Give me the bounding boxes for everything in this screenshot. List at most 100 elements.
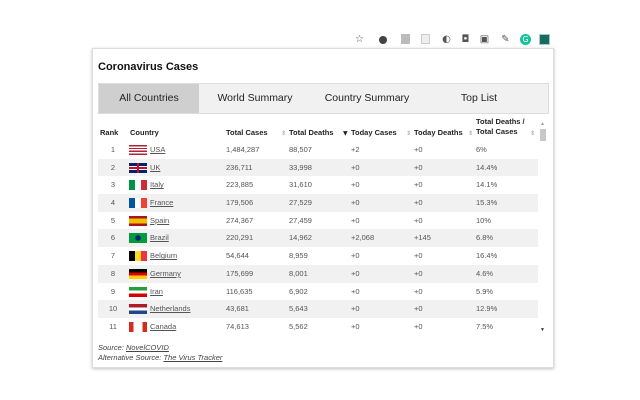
camera-icon[interactable]: ◘ <box>461 34 470 45</box>
cell-total-cases: 175,699 <box>226 268 254 278</box>
source-link[interactable]: NovelCOVID <box>125 343 169 352</box>
sort-desc-icon[interactable]: ▼ <box>343 130 348 137</box>
flag-nl-icon <box>129 304 147 315</box>
eyedropper-icon[interactable]: ✎ <box>501 34 510 45</box>
coronavirus-extension-icon[interactable] <box>539 34 550 45</box>
cell-ratio: 14.4% <box>476 162 498 172</box>
star-icon[interactable]: ☆ <box>355 34 364 45</box>
cell-total-deaths: 27,529 <box>289 198 312 208</box>
table-row[interactable]: 3 Italy 223,885 31,610 +0 +0 14.1% <box>98 176 538 194</box>
scrollbar-thumb[interactable] <box>540 129 546 141</box>
cell-ratio: 14.1% <box>476 180 498 190</box>
header-total-deaths[interactable]: Total Deaths <box>289 128 334 137</box>
table-row[interactable]: 9 Iran 116,635 6,902 +0 +0 5.9% <box>98 283 538 301</box>
table-row[interactable]: 4 France 179,506 27,529 +0 +0 15.3% <box>98 194 538 212</box>
cell-today-cases: +0 <box>351 162 360 172</box>
cell-total-cases: 43,681 <box>226 304 249 314</box>
header-rank[interactable]: Rank <box>100 128 119 137</box>
scrollbar[interactable]: ▲ ▼ <box>539 121 547 333</box>
flag-es-icon <box>129 215 147 226</box>
extension-sync-icon[interactable]: ◐ <box>442 34 451 45</box>
extension-b-icon[interactable]: ▣ <box>479 34 490 45</box>
rank: 5 <box>110 215 116 225</box>
tab-country-summary[interactable]: Country Summary <box>324 92 410 104</box>
flag-it-icon <box>129 180 147 191</box>
sort-icon[interactable]: ⇕ <box>406 130 412 137</box>
table-row[interactable]: 1 USA 1,484,287 88,507 +2 +0 6% <box>98 141 538 159</box>
header-total-cases[interactable]: Total Cases <box>226 128 268 137</box>
country-link[interactable]: Spain <box>150 215 170 225</box>
cell-today-cases: +0 <box>351 286 360 296</box>
tab-world-summary[interactable]: World Summary <box>217 92 293 104</box>
cell-today-deaths: +0 <box>414 268 423 278</box>
footer: Source: NovelCOVID Alternative Source: T… <box>98 343 222 363</box>
cell-today-cases: +2,068 <box>351 233 375 243</box>
country-link[interactable]: Iran <box>150 286 163 296</box>
country-link[interactable]: Canada <box>150 321 177 331</box>
rank: 10 <box>108 304 118 314</box>
sort-icon[interactable]: ⇕ <box>281 130 287 137</box>
extension-pdf-icon[interactable] <box>401 34 410 44</box>
rank: 9 <box>110 286 116 296</box>
extension-page-icon[interactable] <box>421 34 430 44</box>
country-link[interactable]: Germany <box>150 268 181 278</box>
table-row[interactable]: 5 Spain 274,367 27,459 +0 +0 10% <box>98 212 538 230</box>
country-link[interactable]: UK <box>150 162 161 172</box>
browser-toolbar: ☆ ◐ ◘ ▣ ✎ G <box>92 30 555 50</box>
table-row[interactable]: 11 Canada 74,613 5,562 +0 +0 7.5% <box>98 318 538 336</box>
cell-total-cases: 223,885 <box>226 180 254 190</box>
cell-total-deaths: 6,902 <box>289 286 308 296</box>
cell-total-deaths: 31,610 <box>289 180 312 190</box>
cell-ratio: 6.8% <box>476 233 494 243</box>
source-label: Source: <box>98 343 124 352</box>
country-link[interactable]: Brazil <box>150 233 169 243</box>
country-link[interactable]: USA <box>150 145 166 154</box>
extension-circle-icon[interactable] <box>379 36 387 44</box>
cell-today-cases: +0 <box>351 321 360 331</box>
cell-total-cases: 274,367 <box>226 215 254 225</box>
tab-top-list[interactable]: Top List <box>460 92 498 104</box>
cell-total-deaths: 88,507 <box>289 145 312 154</box>
country-link[interactable]: Italy <box>150 180 164 190</box>
table-row[interactable]: 10 Netherlands 43,681 5,643 +0 +0 12.9% <box>98 300 538 318</box>
cell-today-deaths: +0 <box>414 145 423 154</box>
header-ratio[interactable]: Total Deaths / Total Cases <box>476 117 525 137</box>
cell-ratio: 10% <box>476 215 492 225</box>
header-country[interactable]: Country <box>130 128 159 137</box>
table-row[interactable]: 7 Belgium 54,644 8,959 +0 +0 16.4% <box>98 247 538 265</box>
cell-today-cases: +0 <box>351 215 360 225</box>
country-link[interactable]: Netherlands <box>150 304 191 314</box>
header-ratio-line2: Total Cases <box>476 127 518 136</box>
cell-total-cases: 236,711 <box>226 162 253 172</box>
grammarly-icon[interactable]: G <box>520 34 531 45</box>
table-body: 1 USA 1,484,287 88,507 +2 +0 6% 2 UK 236,711 33,99… <box>98 141 538 336</box>
cell-today-deaths: +0 <box>414 215 423 225</box>
tab-all-countries[interactable]: All Countries <box>99 84 199 113</box>
table-row[interactable]: 2 UK 236,711 33,998 +0 +0 14.4% <box>98 158 538 177</box>
header-today-cases[interactable]: Today Cases <box>351 128 397 137</box>
rank: 6 <box>110 233 116 243</box>
flag-ir-icon <box>129 286 147 297</box>
sort-icon[interactable]: ⇕ <box>530 130 536 137</box>
scroll-up-icon[interactable]: ▲ <box>540 121 545 127</box>
cell-today-deaths: +0 <box>414 321 423 331</box>
table-row[interactable]: 8 Germany 175,699 8,001 +0 +0 4.6% <box>98 264 538 283</box>
cell-today-deaths: +0 <box>414 251 423 261</box>
rank: 11 <box>109 321 117 331</box>
alt-source-link[interactable]: The Virus Tracker <box>163 353 223 362</box>
cell-ratio: 5.9% <box>476 286 494 296</box>
cell-today-deaths: +0 <box>414 180 423 190</box>
header-ratio-line1: Total Deaths / <box>476 117 525 126</box>
cell-total-cases: 74,613 <box>226 321 249 331</box>
country-link[interactable]: France <box>150 198 174 208</box>
cell-today-cases: +0 <box>351 268 360 278</box>
flag-fr-icon <box>129 198 147 209</box>
cell-ratio: 6% <box>476 145 487 154</box>
sort-icon[interactable]: ⇕ <box>468 130 474 137</box>
table-row[interactable]: 6 Brazil 220,291 14,962 +2,068 +145 6.8% <box>98 229 538 248</box>
scroll-down-icon[interactable]: ▼ <box>540 327 545 333</box>
cell-today-deaths: +0 <box>414 198 423 208</box>
cell-today-deaths: +0 <box>414 286 423 296</box>
header-today-deaths[interactable]: Today Deaths <box>414 128 463 137</box>
country-link[interactable]: Belgium <box>150 251 178 261</box>
